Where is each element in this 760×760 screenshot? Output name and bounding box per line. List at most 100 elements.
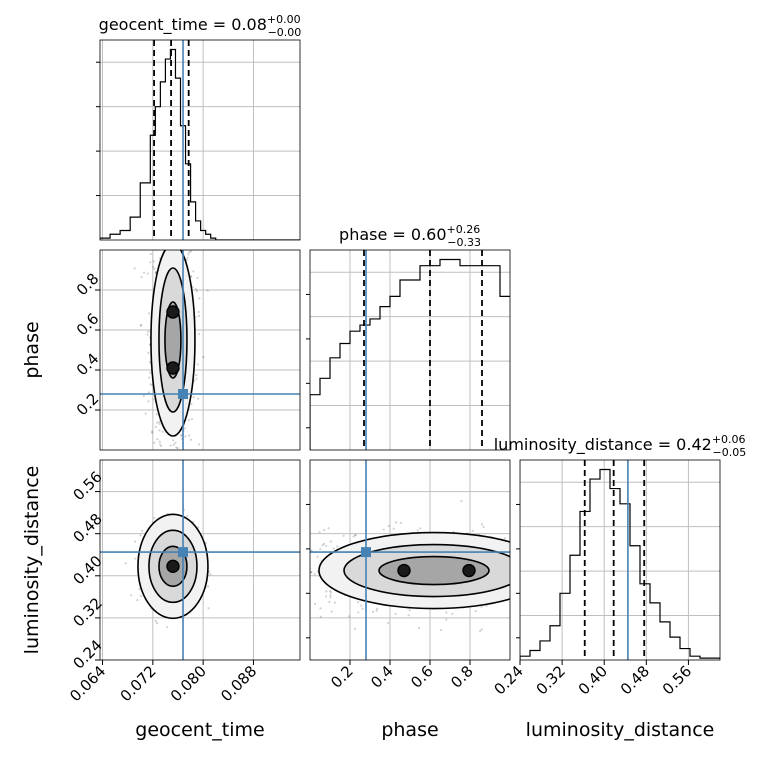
scatter-point (310, 549, 313, 552)
scatter-point (512, 534, 514, 536)
scatter-point (143, 271, 146, 274)
scatter-point (142, 394, 145, 398)
scatter-point (188, 250, 191, 254)
scatter-point (206, 289, 209, 292)
scatter-point (316, 555, 319, 558)
scatter-point (394, 612, 397, 616)
scatter-point (153, 516, 156, 520)
scatter-point (166, 246, 168, 248)
scatter-point (184, 452, 186, 454)
scatter-point (187, 253, 190, 256)
scatter-point (157, 247, 159, 249)
scatter-point (154, 619, 157, 623)
scatter-point (510, 563, 512, 565)
title-plus: +0.00 (267, 13, 301, 26)
x-tick-label: 0.6 (407, 662, 437, 692)
x-tick-label: 0.2 (327, 662, 357, 692)
scatter-point (147, 351, 150, 354)
scatter-point (149, 371, 152, 374)
scatter-point (146, 272, 149, 275)
scatter-point (195, 377, 198, 380)
x-tick-label: 0.4 (367, 662, 397, 692)
scatter-point (313, 572, 316, 576)
scatter-point (188, 246, 190, 248)
truth-marker (361, 547, 371, 558)
scatter-point (399, 521, 403, 524)
scatter-point (158, 422, 161, 426)
scatter-point (169, 444, 172, 447)
x-tick-label: 0.064 (66, 662, 109, 705)
scatter-point (156, 438, 159, 441)
x-axis-label-geocent_time: geocent_time (135, 719, 264, 741)
scatter-point (202, 356, 205, 359)
scatter-point (512, 578, 514, 580)
panel-border (309, 459, 511, 661)
scatter-point (371, 610, 375, 614)
scatter-point (139, 324, 143, 327)
scatter-point (445, 618, 448, 621)
scatter-point (511, 565, 513, 567)
histogram-geocent_time (100, 48, 300, 240)
scatter-point (194, 287, 198, 291)
scatter-point (188, 246, 190, 248)
scatter-point (302, 567, 304, 569)
scatter-point (514, 552, 516, 554)
scatter-point (187, 243, 189, 245)
scatter-point (357, 601, 360, 604)
scatter-point (157, 451, 159, 453)
x-tick-label: 0.24 (490, 662, 526, 698)
title-geocent_time: geocent_time = 0.08+0.00 −0.00 (99, 13, 302, 39)
scatter-point (303, 576, 305, 578)
panel-border (99, 39, 301, 241)
scatter-point (155, 622, 159, 625)
scatter-point (187, 418, 190, 422)
scatter-point (318, 531, 321, 534)
y-tick-label: 0.8 (73, 270, 103, 300)
scatter-point (325, 590, 328, 593)
title-minus: −0.05 (713, 446, 747, 459)
scatter-point (161, 430, 164, 433)
scatter-point (419, 527, 422, 530)
y-tick-label: 0.2 (73, 390, 103, 420)
scatter-point (134, 540, 137, 543)
scatter-point (197, 526, 200, 529)
density-contour (164, 301, 182, 379)
scatter-point (360, 604, 363, 607)
x-tick-label: 0.080 (167, 662, 210, 705)
scatter-point (445, 611, 448, 614)
scatter-point (482, 525, 485, 529)
scatter-point (479, 629, 482, 633)
scatter-point (158, 245, 160, 247)
scatter-point (329, 594, 332, 597)
panel-content (100, 243, 300, 454)
title-minus: −0.33 (447, 236, 481, 249)
scatter-point (471, 529, 474, 532)
scatter-point (166, 626, 169, 629)
density-peak (166, 305, 180, 319)
scatter-point (336, 545, 339, 548)
scatter-point (190, 275, 193, 278)
scatter-point (516, 558, 518, 560)
scatter-point (510, 612, 512, 614)
scatter-point (354, 533, 357, 536)
scatter-point (156, 421, 159, 424)
scatter-point (514, 573, 516, 575)
scatter-point (319, 607, 322, 610)
truth-marker (178, 389, 189, 399)
x-tick-label: 0.088 (217, 662, 260, 705)
scatter-point (147, 330, 150, 333)
scatter-point (503, 537, 506, 540)
hist-panel-luminosity_distance: luminosity_distance = 0.42+0.06 −0.05 (494, 433, 747, 661)
scatter-point (310, 570, 313, 574)
scatter-point (196, 397, 200, 400)
scatter-point (192, 396, 195, 399)
scatter-point (183, 427, 186, 430)
scatter-point (460, 500, 463, 503)
scatter-point (198, 297, 201, 300)
scatter-point (159, 245, 161, 247)
x-axis-label-phase: phase (381, 719, 438, 741)
scatter-point (387, 524, 390, 528)
scatter-point (474, 610, 477, 613)
scatter-point (512, 557, 514, 559)
